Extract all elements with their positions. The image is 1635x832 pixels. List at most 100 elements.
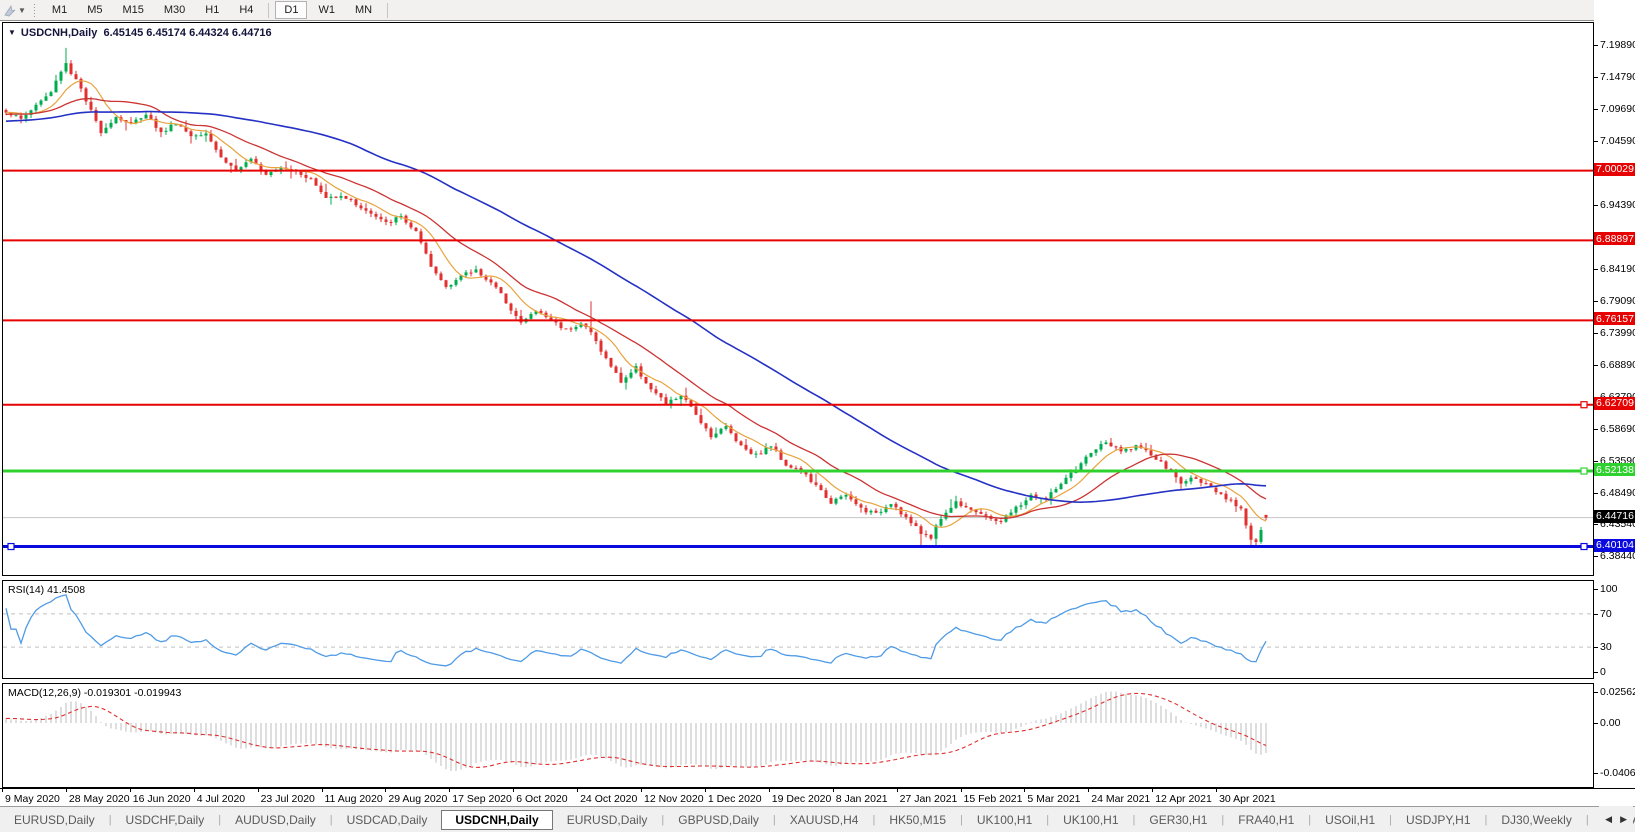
hline-handle-left: [7, 542, 15, 551]
hline-price-label: 6.88897: [1594, 232, 1635, 246]
chart-tab-usoil-h1[interactable]: USOil,H1: [1325, 813, 1376, 827]
date-tick: [2, 789, 3, 792]
rsi-tick-label: 100: [1600, 583, 1618, 595]
chart-tab-uk100-h1[interactable]: UK100,H1: [976, 813, 1033, 827]
chart-tab-usdcad-daily[interactable]: USDCAD,Daily: [346, 813, 428, 827]
date-tick: [1152, 789, 1154, 792]
timeframe-button-m1[interactable]: M1: [51, 4, 68, 16]
date-tick-label: 6 Oct 2020: [516, 793, 568, 805]
price-tick: [1594, 492, 1598, 494]
chart-tab-eurusd-daily[interactable]: EURUSD,Daily: [14, 813, 95, 827]
chart-tab-gbpusd-daily[interactable]: GBPUSD,Daily: [678, 813, 759, 827]
macd-pane[interactable]: [2, 683, 1594, 788]
date-tick-label: 12 Nov 2020: [644, 793, 704, 805]
price-tick-label: 6.79090: [1600, 294, 1635, 307]
tab-separator: |: [1308, 814, 1312, 826]
timeframe-button-d1[interactable]: D1: [275, 1, 308, 19]
price-tick: [1594, 332, 1598, 334]
cursor-tool-icon[interactable]: [3, 4, 16, 17]
price-tick-label: 7.19890: [1600, 39, 1635, 51]
date-tick: [257, 789, 259, 792]
time-axis[interactable]: 9 May 2020 28 May 2020 16 Jun 2020 4 Jul 20…: [0, 788, 1635, 806]
date-tick-label: 15 Feb 2021: [963, 793, 1023, 805]
date-tick: [513, 789, 515, 792]
chart-legend: ▼ USDCNH,Daily 6.45145 6.45174 6.44324 6.…: [8, 27, 272, 39]
tab-scroll-left-icon[interactable]: ◀: [1605, 813, 1613, 824]
price-tick: [1594, 523, 1598, 525]
chart-tab-eurusd-daily[interactable]: EURUSD,Daily: [566, 813, 648, 827]
date-tick-label: 27 Jan 2021: [899, 793, 958, 805]
hline-handle-right: [1580, 401, 1588, 409]
chart-tab-usdjpy-h1[interactable]: USDJPY,H1: [1406, 813, 1471, 827]
tab-separator: |: [1585, 814, 1589, 826]
hline-price-label: 6.52138: [1594, 463, 1635, 477]
date-tick-label: 1 Dec 2020: [707, 793, 762, 805]
timeframe-button-m15[interactable]: M15: [122, 4, 144, 16]
macd-tick-label: -0.04068: [1600, 766, 1635, 779]
chart-tab-bar: EURUSD,Daily | USDCHF,Daily | AUDUSD,Daily | U…: [0, 806, 1635, 832]
timeframe-button-mn[interactable]: MN: [354, 4, 373, 16]
legend-collapse-icon[interactable]: ▼: [8, 28, 16, 37]
date-tick: [832, 789, 834, 792]
price-tick-label: 6.68890: [1600, 358, 1635, 371]
chart-tab-usdchf-daily[interactable]: USDCHF,Daily: [125, 813, 205, 827]
timeframe-button-h4[interactable]: H4: [239, 4, 254, 16]
legend-symbol: USDCNH,Daily: [20, 27, 98, 39]
hline-price-label: 6.62709: [1594, 396, 1635, 410]
date-tick-label: 8 Jan 2021: [835, 793, 888, 805]
chart-tab-dj30-weekly[interactable]: DJ30,Weekly: [1501, 813, 1572, 827]
rsi-tick: [1594, 589, 1598, 590]
date-tick-label: 4 Jul 2020: [196, 793, 246, 805]
timeframe-button-w1[interactable]: W1: [318, 4, 335, 16]
toolbar-separator: [387, 2, 389, 18]
chart-tab-usdcnh-daily[interactable]: USDCNH,Daily: [441, 810, 553, 830]
price-axis[interactable]: 7.198907.147907.096907.045906.994906.943…: [1594, 0, 1635, 832]
tab-separator: |: [772, 814, 776, 826]
chart-tab-xauusd-h4[interactable]: XAUUSD,H4: [789, 813, 859, 827]
date-tick: [704, 789, 706, 792]
date-tick-label: 28 May 2020: [68, 793, 130, 805]
chart-tab-fra40-h1[interactable]: FRA40,H1: [1238, 813, 1295, 827]
date-tick: [1216, 789, 1218, 792]
tab-scroll-controls: ◀ ▶: [1599, 806, 1633, 832]
date-tick: [129, 789, 131, 792]
tab-separator: |: [960, 814, 963, 826]
price-tick: [1594, 108, 1598, 110]
price-tick: [1594, 555, 1598, 557]
timeframe-button-m5[interactable]: M5: [87, 4, 103, 16]
ma-8-line: [5, 80, 1267, 528]
tab-separator: |: [1389, 814, 1393, 826]
timeframe-button-m30[interactable]: M30: [163, 4, 186, 16]
tab-scroll-right-icon[interactable]: ▶: [1620, 813, 1627, 824]
macd-tick: [1594, 772, 1598, 774]
date-tick-label: 30 Apr 2021: [1219, 793, 1276, 805]
cursor-tool-caret-icon[interactable]: ▼: [18, 5, 26, 15]
hline-handle-right: [1580, 542, 1588, 551]
price-tick-label: 7.09690: [1600, 102, 1635, 115]
date-tick: [1024, 789, 1026, 792]
rsi-pane[interactable]: [2, 580, 1594, 679]
price-tick: [1594, 45, 1598, 46]
rsi-tick: [1594, 672, 1598, 673]
ma-60-line: [5, 110, 1267, 504]
macd-tick: [1594, 691, 1598, 693]
rsi-line: [5, 594, 1267, 667]
price-tick-label: 6.58690: [1600, 422, 1635, 435]
chart-tab-audusd-daily[interactable]: AUDUSD,Daily: [235, 813, 316, 827]
chart-tab-hk50-m15[interactable]: HK50,M15: [889, 813, 947, 827]
chart-tab-ger30-h1[interactable]: GER30,H1: [1149, 813, 1208, 827]
chart-tab-uk100-h1[interactable]: UK100,H1: [1063, 813, 1119, 827]
price-tick-label: 6.94390: [1600, 198, 1635, 211]
main-chart-pane[interactable]: [2, 22, 1594, 576]
hline-price-label: 6.76157: [1594, 312, 1635, 326]
macd-signal-line: [5, 692, 1267, 768]
timeframe-button-h1[interactable]: H1: [205, 4, 220, 16]
date-tick-label: 24 Oct 2020: [580, 793, 638, 805]
tab-separator: |: [218, 814, 222, 826]
date-tick-label: 5 Mar 2021: [1027, 793, 1081, 805]
price-tick-label: 6.48490: [1600, 486, 1635, 499]
date-tick: [896, 789, 898, 792]
toolbar-grip[interactable]: [32, 3, 36, 17]
date-tick-label: 23 Jul 2020: [260, 793, 315, 805]
